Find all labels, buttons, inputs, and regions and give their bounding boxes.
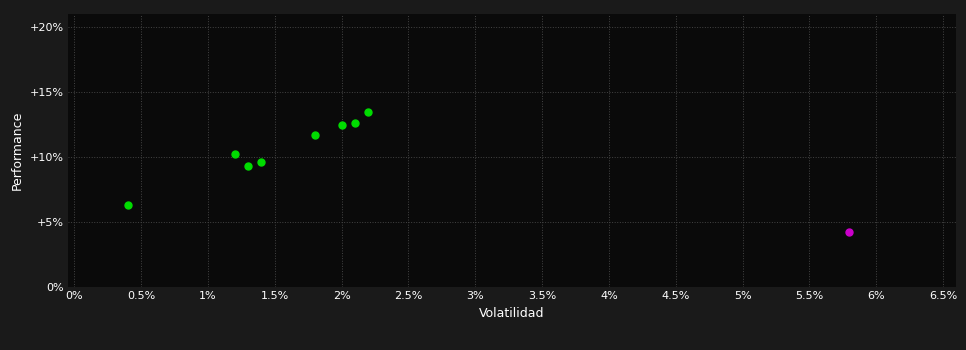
Point <box>254 159 270 165</box>
Point <box>334 122 350 127</box>
X-axis label: Volatilidad: Volatilidad <box>479 307 545 320</box>
Point <box>307 132 323 138</box>
Y-axis label: Performance: Performance <box>11 111 24 190</box>
Point <box>360 109 376 114</box>
Point <box>120 202 135 208</box>
Point <box>241 163 256 169</box>
Point <box>841 230 857 235</box>
Point <box>227 152 242 157</box>
Point <box>347 120 362 126</box>
